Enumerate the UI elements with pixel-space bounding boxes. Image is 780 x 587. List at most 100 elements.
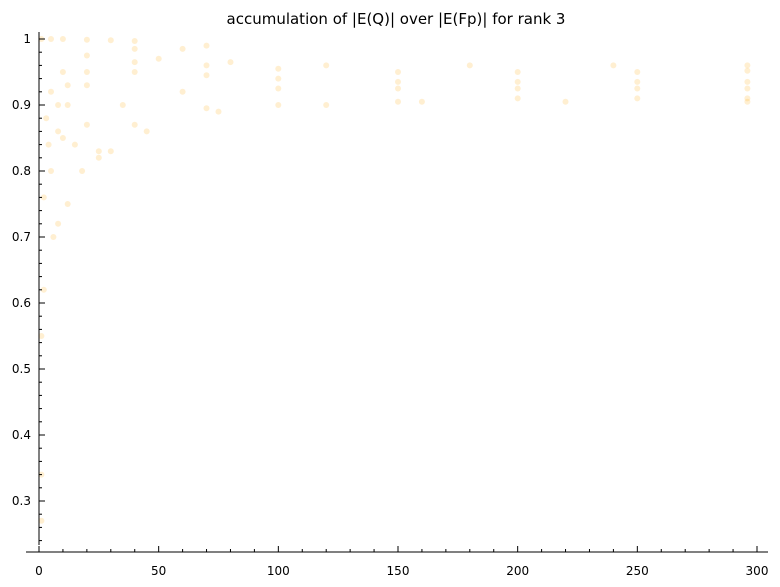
data-point — [131, 59, 138, 66]
data-point — [71, 141, 78, 148]
series-4 — [59, 85, 751, 141]
data-point — [143, 128, 150, 135]
data-point — [275, 65, 282, 72]
data-point — [203, 105, 210, 112]
data-point — [131, 45, 138, 52]
data-point — [131, 121, 138, 128]
data-point — [95, 148, 102, 155]
data-point — [323, 62, 330, 69]
data-point — [514, 69, 521, 75]
series-8 — [50, 154, 102, 240]
data-point — [744, 98, 751, 105]
data-point — [64, 102, 71, 108]
data-point — [95, 154, 102, 161]
data-point — [514, 85, 521, 92]
data-point — [514, 95, 521, 102]
data-point — [634, 95, 641, 102]
data-point — [395, 98, 401, 105]
data-point — [275, 75, 282, 82]
data-point — [562, 98, 569, 105]
y-tick-label: 0.9 — [12, 98, 31, 112]
data-point — [275, 102, 282, 108]
data-point — [55, 102, 62, 108]
data-point — [215, 108, 222, 115]
chart-title: accumulation of |E(Q)| over |E(Fp)| for … — [227, 10, 566, 28]
data-point — [83, 82, 90, 89]
data-point — [634, 85, 641, 92]
data-point — [119, 102, 126, 108]
x-tick-label: 50 — [151, 564, 166, 578]
data-point — [79, 168, 86, 174]
data-point — [634, 69, 641, 75]
x-tick-label: 150 — [387, 564, 410, 578]
data-point — [744, 62, 751, 69]
data-point — [744, 85, 751, 92]
data-point — [744, 78, 751, 85]
data-point — [59, 69, 66, 75]
x-tick-label: 0 — [35, 564, 43, 578]
y-tick-label: 0.3 — [12, 494, 31, 508]
series-0 — [38, 59, 751, 524]
data-point — [466, 62, 473, 69]
series-6 — [107, 98, 751, 155]
y-tick-label: 0.4 — [12, 428, 31, 442]
x-tick-label: 300 — [746, 564, 769, 578]
y-tick-label: 0.7 — [12, 230, 31, 244]
data-point — [107, 37, 114, 44]
x-ticks: 0 50 100 150 200 250 300 — [35, 546, 768, 578]
series-7 — [155, 55, 751, 69]
data-point — [55, 128, 62, 135]
data-point — [64, 201, 71, 207]
data-point — [418, 98, 425, 105]
data-point — [155, 55, 162, 62]
y-tick-label: 0.8 — [12, 164, 31, 178]
y-tick-label: 0.5 — [12, 362, 31, 376]
data-point — [179, 88, 186, 95]
data-point — [38, 333, 45, 339]
y-ticks: 0.3 0.4 0.5 0.6 0.7 0.8 0.9 1 — [12, 32, 45, 542]
data-point — [50, 234, 57, 240]
data-point — [48, 168, 54, 174]
data-point — [203, 42, 210, 49]
data-point — [64, 82, 71, 89]
data-point — [395, 69, 401, 75]
data-point — [38, 517, 45, 524]
axes — [26, 32, 768, 553]
y-tick-label: 0.6 — [12, 296, 31, 310]
y-tick-label: 1 — [23, 32, 31, 46]
data-point — [40, 194, 47, 201]
x-tick-label: 250 — [626, 564, 649, 578]
data-point — [48, 88, 54, 95]
series-2 — [48, 42, 210, 95]
x-tick-label: 200 — [506, 564, 529, 578]
data-point — [179, 45, 186, 52]
data-point — [59, 135, 66, 141]
data-point — [48, 36, 54, 42]
data-point — [131, 69, 138, 75]
series-3 — [55, 69, 751, 135]
data-point — [83, 36, 90, 43]
data-point — [59, 36, 66, 42]
x-tick-label: 100 — [267, 564, 290, 578]
data-point — [634, 78, 641, 85]
series-5 — [71, 95, 751, 155]
data-point — [275, 85, 282, 92]
data-point — [107, 148, 114, 155]
data-point — [55, 220, 62, 227]
data-point — [203, 62, 210, 69]
data-point — [395, 78, 401, 85]
data-point — [744, 95, 751, 102]
data-point — [45, 141, 52, 148]
data-point — [40, 286, 47, 293]
data-point — [43, 115, 50, 122]
data-point — [83, 52, 90, 59]
points-layer — [38, 36, 751, 524]
series-1 — [38, 36, 138, 44]
data-point — [227, 59, 234, 66]
data-point — [744, 67, 751, 74]
data-point — [323, 102, 330, 108]
data-point — [514, 78, 521, 85]
data-point — [83, 69, 90, 75]
data-point — [395, 85, 401, 92]
